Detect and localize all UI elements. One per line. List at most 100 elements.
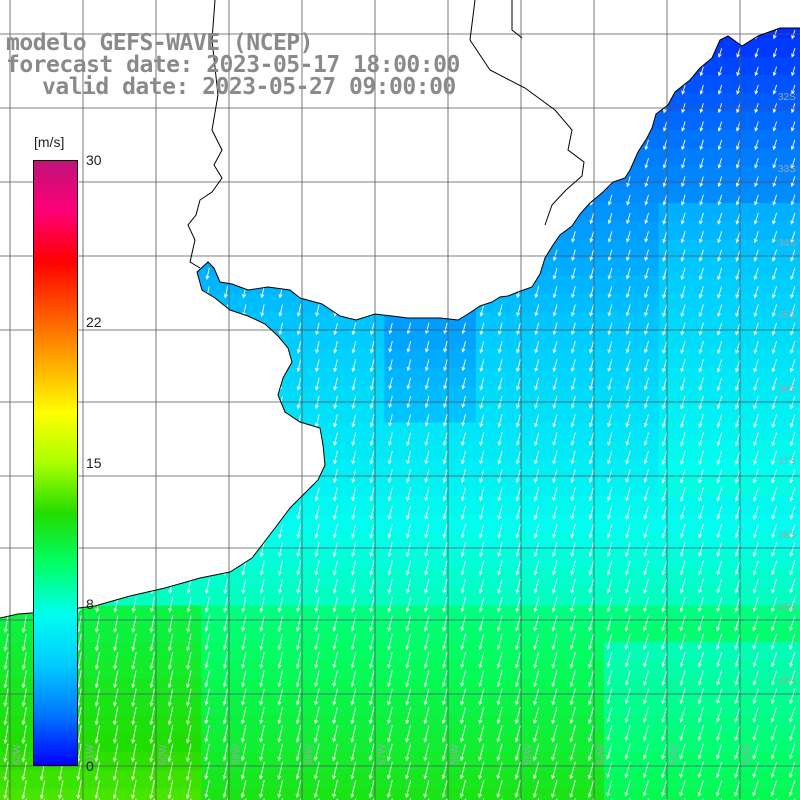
wind-arrow bbox=[443, 286, 448, 298]
wind-arrow bbox=[223, 450, 229, 465]
wind-arrow bbox=[259, 688, 265, 706]
wind-arrow bbox=[551, 597, 558, 613]
wind-arrow bbox=[715, 743, 723, 760]
wind-arrow bbox=[497, 377, 503, 391]
wind-cell bbox=[91, 550, 111, 570]
wind-arrow bbox=[205, 231, 210, 243]
wind-cell bbox=[603, 404, 623, 424]
wind-cell bbox=[768, 28, 788, 39]
wind-arrow bbox=[58, 780, 64, 800]
wind-arrow bbox=[736, 48, 741, 58]
wind-cell bbox=[420, 770, 440, 790]
wind-cell bbox=[384, 477, 404, 497]
wind-cell bbox=[366, 477, 385, 497]
wind-arrow bbox=[368, 670, 375, 688]
wind-arrow bbox=[716, 706, 723, 723]
wind-cell bbox=[585, 678, 605, 698]
wind-cell bbox=[329, 148, 349, 167]
wind-arrow bbox=[625, 249, 631, 262]
wind-cell bbox=[164, 349, 184, 369]
wind-arrow bbox=[790, 286, 796, 299]
wind-cell bbox=[677, 28, 696, 39]
wind-cell bbox=[109, 221, 129, 241]
wind-cell bbox=[640, 715, 660, 735]
wind-cell bbox=[0, 367, 19, 387]
wind-arrow bbox=[260, 432, 265, 447]
wind-cell bbox=[183, 404, 202, 424]
wind-cell bbox=[439, 550, 459, 570]
wind-cell bbox=[439, 148, 459, 167]
wind-cell bbox=[695, 477, 715, 497]
wind-cell bbox=[274, 129, 294, 149]
wind-cell bbox=[549, 129, 568, 149]
wind-cell bbox=[768, 166, 788, 186]
wind-cell bbox=[585, 715, 605, 735]
wind-arrow bbox=[3, 670, 9, 689]
wind-cell bbox=[750, 715, 770, 735]
wind-arrow bbox=[149, 688, 155, 707]
wind-cell bbox=[329, 587, 349, 607]
wind-cell bbox=[695, 312, 715, 332]
wind-cell bbox=[164, 697, 184, 716]
wind-cell bbox=[109, 770, 129, 790]
wind-arrow bbox=[789, 523, 796, 539]
wind-cell bbox=[201, 477, 221, 497]
wind-arrow bbox=[94, 707, 100, 726]
wind-arrow bbox=[94, 633, 100, 652]
wind-arrow bbox=[242, 231, 247, 243]
wind-arrow bbox=[242, 322, 247, 336]
wind-cell bbox=[603, 440, 623, 460]
wind-arrow bbox=[405, 633, 412, 651]
wind-arrow bbox=[77, 194, 82, 206]
wind-cell bbox=[183, 331, 202, 350]
wind-cell bbox=[695, 788, 715, 800]
wind-cell bbox=[585, 312, 605, 332]
wind-cell bbox=[512, 495, 532, 515]
wind-cell bbox=[420, 623, 440, 643]
wind-arrow bbox=[624, 725, 631, 742]
wind-cell bbox=[713, 550, 733, 570]
wind-arrow bbox=[772, 157, 778, 169]
wind-cell bbox=[402, 642, 422, 662]
wind-arrow bbox=[661, 743, 668, 760]
wind-arrow bbox=[186, 652, 192, 670]
wind-cell bbox=[585, 331, 605, 350]
wind-arrow bbox=[771, 377, 778, 392]
wind-arrow bbox=[625, 542, 631, 557]
wind-arrow bbox=[643, 578, 649, 594]
wind-cell bbox=[420, 642, 440, 662]
wind-cell bbox=[695, 28, 715, 39]
wind-cell bbox=[475, 440, 495, 460]
wind-arrow bbox=[606, 615, 613, 632]
wind-cell bbox=[512, 550, 532, 570]
wind-cell bbox=[128, 788, 147, 800]
wind-arrow bbox=[770, 780, 778, 797]
wind-cell bbox=[549, 257, 568, 277]
wind-cell bbox=[36, 111, 56, 131]
wind-arrow bbox=[480, 157, 485, 169]
wind-arrow bbox=[187, 377, 192, 391]
wind-arrow bbox=[479, 505, 485, 521]
wind-cell bbox=[457, 38, 477, 58]
wind-cell bbox=[201, 605, 221, 625]
wind-cell bbox=[18, 733, 38, 753]
wind-arrow bbox=[425, 267, 430, 279]
wind-arrow bbox=[205, 432, 210, 447]
wind-cell bbox=[402, 733, 422, 753]
wind-cell bbox=[128, 623, 147, 643]
wind-cell bbox=[549, 569, 568, 588]
wind-arrow bbox=[150, 231, 155, 243]
wind-cell bbox=[512, 532, 532, 552]
wind-arrow bbox=[168, 359, 174, 373]
wind-cell bbox=[329, 184, 349, 204]
wind-cell bbox=[622, 697, 642, 716]
wind-cell bbox=[622, 477, 642, 497]
wind-arrow bbox=[368, 725, 375, 743]
wind-arrow bbox=[352, 139, 357, 151]
wind-cell bbox=[347, 623, 367, 643]
wind-arrow bbox=[132, 341, 137, 354]
wind-arrow bbox=[369, 597, 375, 613]
wind-arrow bbox=[168, 286, 174, 299]
wind-cell bbox=[695, 166, 715, 186]
wind-cell bbox=[439, 276, 459, 296]
